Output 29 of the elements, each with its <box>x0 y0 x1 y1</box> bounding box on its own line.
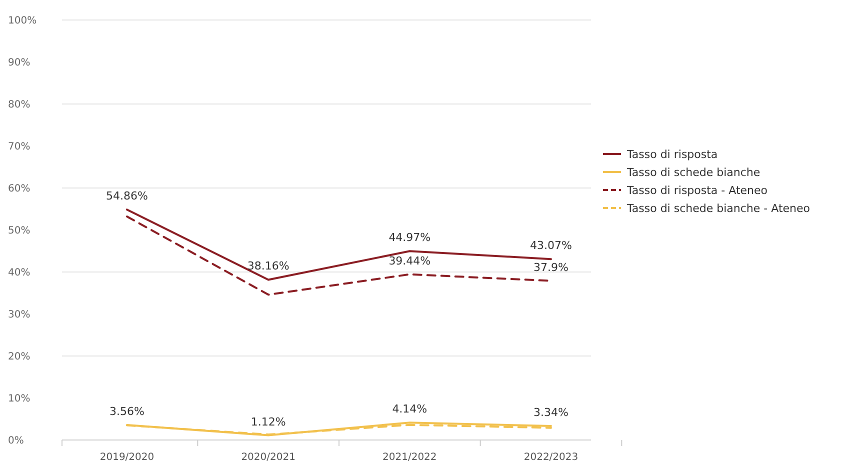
data-label: 3.56% <box>110 405 144 418</box>
y-tick-label: 20% <box>8 352 30 362</box>
data-label: 39.44% <box>388 254 431 268</box>
legend-label: Tasso di schede bianche <box>626 166 760 179</box>
data-label: 38.16% <box>247 260 290 273</box>
y-tick-label: 40% <box>8 268 30 278</box>
y-tick-label: 50% <box>8 226 30 236</box>
data-label: 43.07% <box>530 239 572 252</box>
y-tick-label: 90% <box>8 58 30 68</box>
legend-label: Tasso di risposta <box>626 148 718 161</box>
y-tick-label: 70% <box>8 142 30 152</box>
x-tick-label: 2021/2022 <box>382 452 437 463</box>
y-tick-label: 10% <box>8 394 30 404</box>
legend-label: Tasso di schede bianche - Ateneo <box>626 202 810 215</box>
y-tick-label: 0% <box>8 436 24 446</box>
y-tick-label: 80% <box>8 100 30 110</box>
x-tick-label: 2019/2020 <box>100 452 154 463</box>
data-label: 3.34% <box>534 406 568 419</box>
data-label: 44.97% <box>388 231 431 244</box>
data-label: 1.12% <box>250 415 286 428</box>
data-label: 54.86% <box>106 190 148 203</box>
y-tick-label: 100% <box>8 16 37 26</box>
data-label: 4.14% <box>392 402 428 416</box>
x-tick-label: 2020/2021 <box>241 452 296 463</box>
y-tick-label: 60% <box>8 184 30 194</box>
data-label: 37.9% <box>534 260 568 274</box>
x-tick-label: 2022/2023 <box>524 452 578 463</box>
legend-label: Tasso di risposta - Ateneo <box>626 184 768 197</box>
y-tick-label: 30% <box>8 310 30 320</box>
